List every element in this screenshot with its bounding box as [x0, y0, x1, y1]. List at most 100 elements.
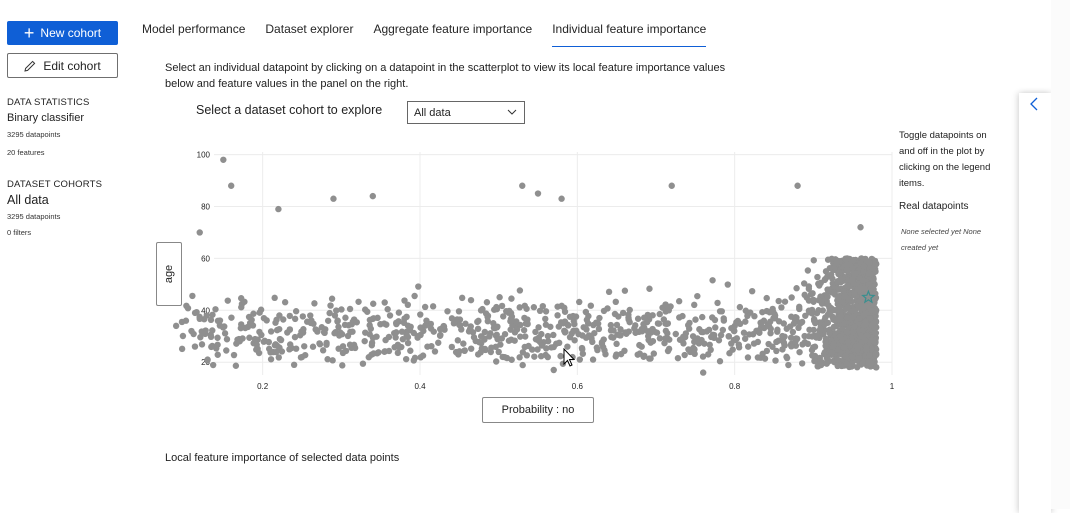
y-tick-label: 40: [201, 306, 210, 315]
data-point: [676, 336, 684, 343]
data-point: [494, 335, 501, 343]
data-point: [528, 346, 536, 353]
x-axis-selector-button[interactable]: Probability : no: [482, 397, 594, 423]
data-point: [570, 327, 577, 334]
data-point: [742, 307, 750, 314]
data-point: [309, 343, 317, 350]
data-point: [612, 298, 619, 306]
data-point: [394, 341, 402, 349]
tab-individual-feature-importance[interactable]: Individual feature importance: [552, 20, 707, 47]
data-point: [571, 337, 578, 344]
data-point: [561, 329, 569, 336]
data-point: [866, 352, 873, 359]
data-point: [435, 339, 442, 346]
data-point: [719, 326, 727, 334]
tab-model-performance[interactable]: Model performance: [142, 22, 246, 36]
data-point: [286, 312, 293, 320]
data-point: [488, 344, 495, 351]
data-point: [511, 337, 518, 344]
data-point: [841, 293, 848, 300]
data-point: [359, 360, 367, 367]
data-point: [410, 357, 417, 364]
data-point: [542, 315, 549, 323]
data-point: [851, 306, 858, 314]
data-point: [589, 356, 597, 363]
data-point: [661, 339, 668, 347]
data-point: [392, 319, 400, 327]
data-point: [873, 364, 880, 371]
data-point: [542, 308, 550, 315]
data-point: [193, 308, 200, 316]
new-cohort-button[interactable]: + New cohort: [7, 21, 118, 45]
data-point: [341, 321, 349, 329]
data-point: [605, 288, 613, 296]
data-point: [522, 320, 529, 327]
data-point: [640, 320, 647, 328]
data-point: [554, 303, 561, 310]
data-point: [583, 316, 591, 324]
y-axis-selector-button[interactable]: age: [156, 242, 182, 306]
data-point: [665, 345, 673, 353]
data-point: [267, 328, 275, 335]
data-point: [393, 329, 400, 336]
data-point: [291, 315, 299, 323]
data-point: [772, 357, 779, 364]
data-point: [335, 323, 342, 331]
data-point: [749, 331, 757, 338]
panel-edge: [1051, 0, 1070, 509]
data-point: [179, 332, 187, 340]
data-point: [516, 287, 524, 294]
data-point: [536, 307, 544, 315]
data-point: [323, 341, 330, 348]
data-point: [353, 319, 360, 326]
data-point: [855, 315, 863, 322]
data-point: [598, 339, 606, 346]
cohort-select[interactable]: All data: [407, 101, 525, 124]
data-point: [273, 348, 280, 356]
data-point: [213, 345, 220, 352]
data-point: [467, 345, 475, 352]
data-point: [825, 286, 832, 293]
data-point: [197, 334, 204, 341]
data-point: [812, 319, 819, 327]
tab-dataset-explorer[interactable]: Dataset explorer: [265, 22, 354, 36]
data-point: [373, 333, 380, 340]
data-point: [714, 299, 721, 307]
data-point: [571, 320, 578, 328]
data-point: [207, 333, 215, 341]
data-point: [342, 347, 350, 355]
data-point: [509, 322, 516, 329]
legend-real-datapoints[interactable]: Real datapoints: [899, 201, 969, 212]
data-point: [823, 360, 830, 367]
data-point: [861, 285, 868, 292]
data-point: [349, 328, 356, 335]
data-point: [815, 307, 822, 314]
data-point: [872, 350, 880, 357]
data-point: [576, 298, 583, 306]
chevron-left-icon[interactable]: [1027, 96, 1041, 112]
chevron-down-icon: [507, 109, 517, 115]
data-point: [715, 337, 723, 344]
data-point: [842, 352, 849, 360]
data-point: [214, 351, 221, 358]
data-point: [319, 347, 327, 354]
data-point: [790, 320, 798, 327]
data-point: [823, 354, 831, 362]
data-point: [237, 324, 245, 332]
data-point: [403, 313, 410, 321]
data-point: [483, 299, 491, 306]
data-point: [482, 310, 490, 317]
data-point: [706, 341, 713, 348]
edit-cohort-button[interactable]: Edit cohort: [7, 53, 118, 78]
data-point: [395, 309, 403, 316]
data-point: [780, 320, 787, 327]
data-point: [219, 324, 227, 331]
data-point: [519, 361, 526, 369]
data-point: [550, 366, 557, 374]
tab-aggregate-feature-importance[interactable]: Aggregate feature importance: [373, 22, 533, 36]
data-point: [436, 332, 444, 339]
data-point: [501, 330, 509, 338]
data-point: [292, 345, 300, 352]
data-point: [725, 332, 733, 340]
